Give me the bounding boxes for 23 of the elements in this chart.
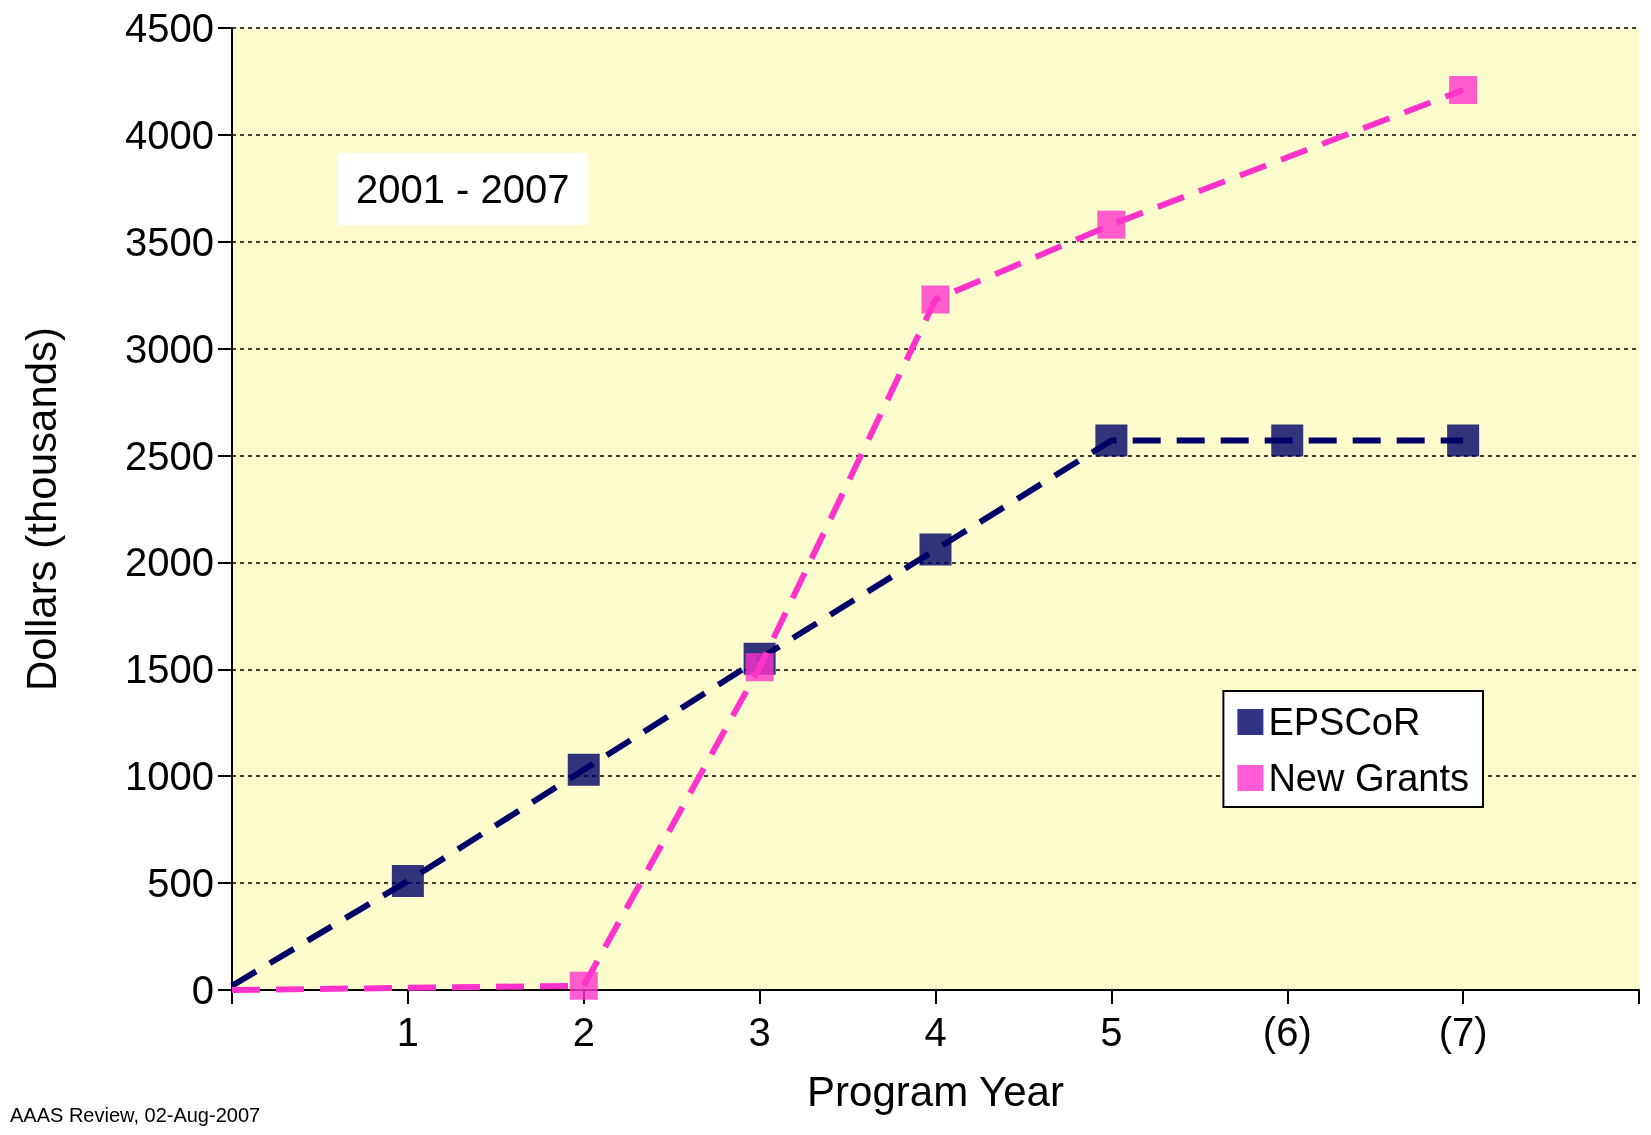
y-tick-label: 1500 <box>125 647 214 692</box>
legend-label: EPSCoR <box>1268 701 1421 743</box>
x-tick-label: 5 <box>1100 1010 1123 1054</box>
y-tick-label: 4000 <box>125 112 214 157</box>
y-tick-label: 2000 <box>125 540 214 585</box>
x-tick-label: 1 <box>396 1010 419 1054</box>
text: AAAS Review, 02-Aug-2007 <box>10 1104 261 1126</box>
legend-label: New Grants <box>1268 757 1470 799</box>
y-tick-label: 0 <box>191 968 214 1012</box>
y-tick-label: 500 <box>147 861 214 906</box>
x-tick-label: 4 <box>924 1010 947 1054</box>
x-tick-label: (6) <box>1262 1010 1312 1054</box>
y-tick-label: 2500 <box>125 433 214 478</box>
x-tick-label: 2 <box>572 1010 595 1054</box>
y-axis-title: Dollars (thousands) <box>17 326 65 692</box>
y-tick-label: 4500 <box>125 6 214 50</box>
y-tick-label: 3500 <box>125 219 214 264</box>
x-axis-title: Program Year <box>807 1067 1064 1115</box>
y-tick-label: 3000 <box>125 326 214 371</box>
y-tick-label: 1000 <box>125 754 214 799</box>
x-tick-label: (7) <box>1438 1010 1488 1054</box>
annotation: 2001 - 2007 <box>356 167 570 211</box>
x-tick-label: 3 <box>748 1010 771 1054</box>
